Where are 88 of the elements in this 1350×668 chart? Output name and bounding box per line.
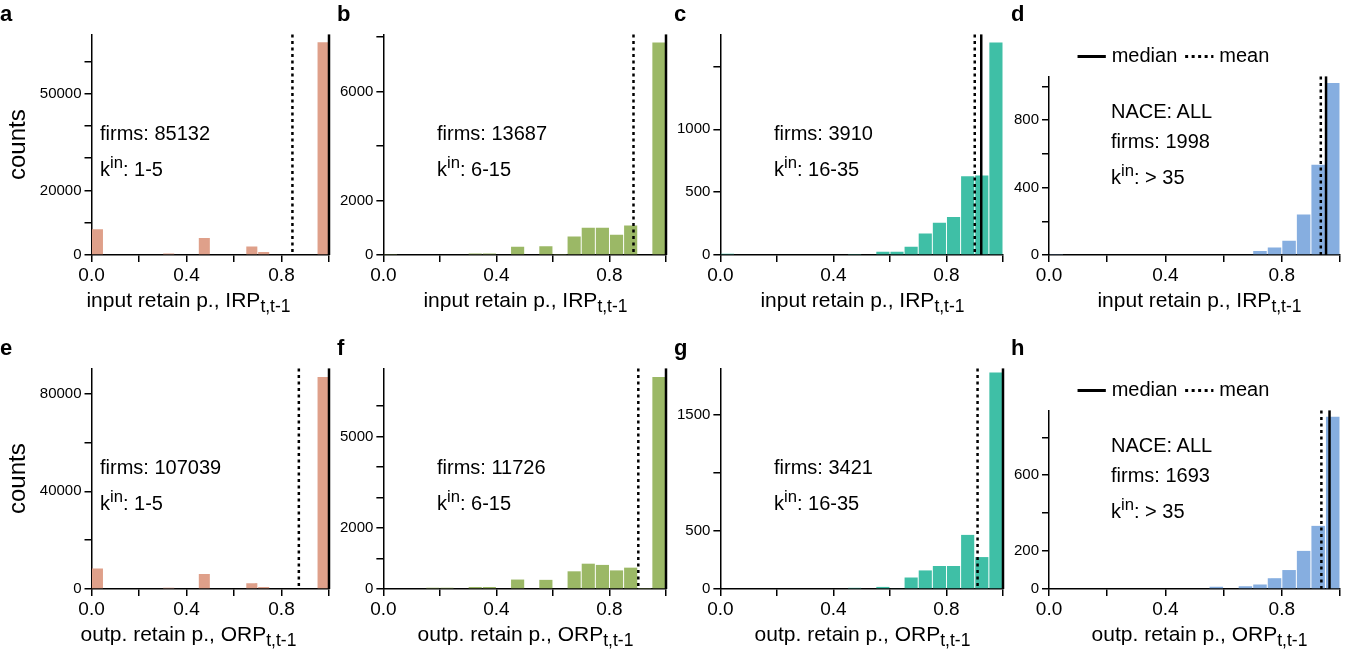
legend-label: median — [1111, 377, 1178, 400]
x-tick-label: 0.8 — [596, 263, 623, 285]
annotation: firms: 3421 — [774, 455, 873, 480]
y-axis-title: counts — [3, 109, 31, 181]
y-tick-label: 0 — [702, 245, 711, 263]
x-tick-label: 0.0 — [707, 263, 734, 285]
x-axis-title: input retain p., IRP$_{t,t-1}$ — [85, 288, 292, 318]
y-tick-label: 0 — [365, 245, 374, 263]
annotation: k$^{in}$: 6-15 — [437, 152, 513, 182]
annotation: firms: 13687 — [437, 121, 548, 146]
annotation: firms: 107039 — [100, 455, 222, 480]
x-tick-label: 0.8 — [1268, 597, 1296, 619]
annotation: firms: 1693 — [1111, 463, 1211, 488]
annotation: k$^{in}$: > 35 — [1111, 494, 1186, 524]
y-tick-label: 80000 — [39, 383, 82, 401]
y-tick-label: 2000 — [339, 518, 374, 536]
x-tick-label: 0.0 — [78, 597, 105, 619]
legend-label: mean — [1219, 377, 1270, 400]
chart-title: d — [1011, 1, 1025, 27]
annotation: firms: 3910 — [774, 121, 873, 146]
x-tick-label: 0.4 — [820, 597, 848, 619]
y-tick-label: 0 — [73, 579, 82, 597]
y-tick-label: 6000 — [339, 81, 374, 99]
x-tick-label: 0.8 — [268, 597, 295, 619]
x-axis-title: input retain p., IRP$_{t,t-1}$ — [422, 288, 629, 318]
x-axis-title: outp. retain p., ORP$_{t,t-1}$ — [1090, 622, 1309, 652]
y-tick-label: 2000 — [339, 190, 374, 208]
annotation: k$^{in}$: 6-15 — [437, 486, 513, 516]
x-tick-label: 0.4 — [483, 263, 511, 285]
x-tick-label: 0.0 — [707, 597, 734, 619]
y-tick-label: 800 — [1014, 110, 1040, 128]
chart-title: g — [674, 335, 688, 361]
y-tick-label: 0 — [1030, 579, 1040, 597]
annotation: NACE: ALL — [1111, 99, 1213, 124]
y-tick-label: 20000 — [39, 180, 82, 198]
annotation: k$^{in}$: 16-35 — [774, 486, 861, 516]
chart-title: c — [674, 1, 687, 27]
y-tick-label: 40000 — [39, 481, 82, 499]
y-tick-label: 400 — [1014, 177, 1040, 195]
x-tick-label: 0.4 — [483, 597, 511, 619]
chart-title: e — [0, 335, 13, 361]
y-tick-label: 0 — [702, 579, 711, 597]
x-axis-title: outp. retain p., ORP$_{t,t-1}$ — [416, 622, 635, 652]
x-tick-label: 0.4 — [173, 597, 201, 619]
x-tick-label: 0.0 — [1035, 597, 1063, 619]
x-tick-label: 0.8 — [268, 263, 295, 285]
x-axis-title: outp. retain p., ORP$_{t,t-1}$ — [79, 622, 298, 652]
annotation: firms: 1998 — [1111, 129, 1211, 154]
y-tick-label: 1000 — [676, 119, 711, 137]
annotation: k$^{in}$: 16-35 — [774, 152, 861, 182]
x-axis-title: input retain p., IRP$_{t,t-1}$ — [759, 288, 966, 318]
x-tick-label: 0.0 — [370, 597, 397, 619]
x-tick-label: 0.8 — [933, 263, 960, 285]
y-tick-label: 0 — [1030, 245, 1040, 263]
x-tick-label: 0.4 — [1152, 263, 1180, 285]
y-tick-label: 200 — [1014, 541, 1040, 559]
chart-title: f — [337, 335, 345, 361]
y-tick-label: 5000 — [339, 426, 374, 444]
legend-label: median — [1111, 43, 1178, 66]
x-tick-label: 0.8 — [933, 597, 960, 619]
annotation: k$^{in}$: 1-5 — [100, 486, 164, 516]
x-tick-label: 0.8 — [1268, 263, 1296, 285]
chart-title: h — [1011, 335, 1025, 361]
y-tick-label: 0 — [73, 245, 82, 263]
x-tick-label: 0.8 — [596, 597, 623, 619]
annotation: k$^{in}$: 1-5 — [100, 152, 164, 182]
y-tick-label: 600 — [1014, 465, 1040, 483]
annotation: k$^{in}$: > 35 — [1111, 160, 1186, 190]
chart-title: a — [0, 1, 13, 27]
y-tick-label: 500 — [685, 182, 711, 200]
y-tick-label: 1500 — [676, 404, 711, 422]
y-tick-label: 0 — [365, 579, 374, 597]
x-tick-label: 0.0 — [370, 263, 397, 285]
legend-label: mean — [1219, 43, 1270, 66]
x-axis-title: outp. retain p., ORP$_{t,t-1}$ — [753, 622, 972, 652]
annotation: NACE: ALL — [1111, 433, 1213, 458]
y-tick-label: 500 — [685, 521, 711, 539]
y-tick-label: 50000 — [39, 83, 82, 101]
x-tick-label: 0.4 — [173, 263, 201, 285]
y-axis-title: counts — [3, 443, 31, 515]
x-tick-label: 0.0 — [78, 263, 105, 285]
x-tick-label: 0.4 — [820, 263, 848, 285]
x-tick-label: 0.4 — [1152, 597, 1180, 619]
x-axis-title: input retain p., IRP$_{t,t-1}$ — [1096, 288, 1303, 318]
chart-title: b — [337, 1, 351, 27]
annotation: firms: 85132 — [100, 121, 211, 146]
annotation: firms: 11726 — [437, 455, 546, 480]
x-tick-label: 0.0 — [1035, 263, 1063, 285]
